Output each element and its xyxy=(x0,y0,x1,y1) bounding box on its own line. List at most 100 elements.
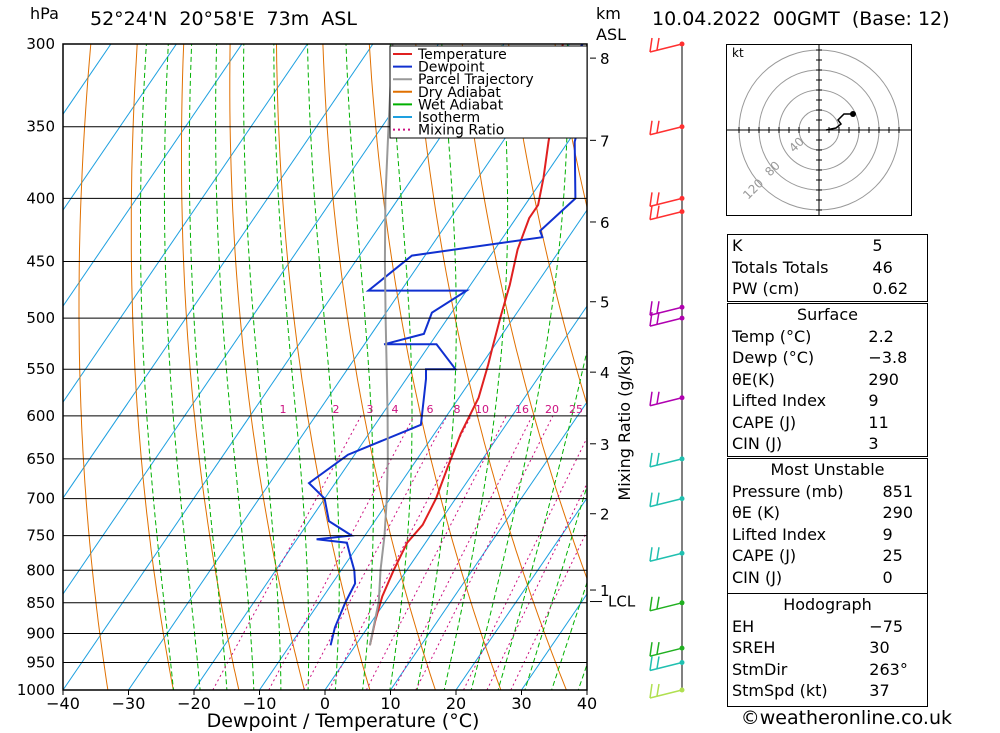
wind-barb-flag xyxy=(649,37,653,53)
x-tick-label: 40 xyxy=(577,694,597,713)
mu-pressure-value: 851 xyxy=(882,481,914,501)
mixing-ratio-line xyxy=(486,482,587,690)
sreh-label: SREH xyxy=(732,638,776,657)
stmdir-value: 263° xyxy=(869,659,908,679)
unit-asl-label: ASL xyxy=(596,25,627,44)
x-tick-label: −10 xyxy=(243,694,277,713)
mu-thetae-label: θE (K) xyxy=(732,503,780,522)
wind-barb-flag xyxy=(656,492,660,505)
wind-barb-flag xyxy=(656,205,660,218)
x-tick-label: 10 xyxy=(380,694,400,713)
wind-barb-flag xyxy=(656,37,660,51)
pressure-tick-label: 500 xyxy=(26,309,55,327)
mixing-ratio-label: 20 xyxy=(545,403,559,416)
isotherm-line xyxy=(635,0,700,716)
isotherm-line xyxy=(63,44,112,116)
temperature-profile xyxy=(368,44,564,646)
mu-li-label: Lifted Index xyxy=(732,524,827,544)
pressure-tick-label: 550 xyxy=(26,360,55,378)
isotherm-line xyxy=(455,497,587,690)
wind-barb-flag xyxy=(649,391,653,406)
surface-title: Surface xyxy=(797,305,858,324)
surface-dewp-value: −3.8 xyxy=(868,348,908,367)
legend-entry: Wet Adiabat xyxy=(418,97,504,113)
mixing-ratio-label: 6 xyxy=(427,403,434,416)
wind-barb-staff xyxy=(649,458,683,468)
wind-barb-flag xyxy=(656,452,660,465)
pressure-tick-label: 650 xyxy=(26,450,55,468)
wind-barb-flag xyxy=(656,656,660,669)
unit-hpa-label: hPa xyxy=(30,4,59,23)
surface-thetae-value: 290 xyxy=(868,369,899,389)
eh-value: −75 xyxy=(869,616,904,636)
hodograph-trace xyxy=(825,113,853,131)
x-tick-label: 30 xyxy=(511,694,531,713)
wind-barb-staff xyxy=(649,306,683,316)
skewt-chart: 3003504004505005506006507007508008509009… xyxy=(17,0,700,732)
location-title: 52°24'N 20°58'E 73m ASL xyxy=(90,8,357,30)
mu-cape-value: 25 xyxy=(882,546,903,565)
pressure-tick-label: 400 xyxy=(26,189,55,207)
wind-barb-staff xyxy=(649,43,683,53)
dry-adiabat-line xyxy=(78,44,109,690)
mixing-ratio-label: 16 xyxy=(515,403,529,416)
wind-barb-staff xyxy=(649,317,683,327)
km-tick-label: 4 xyxy=(600,364,610,382)
surface-li-label: Lifted Index xyxy=(732,391,827,410)
wind-barb-flag xyxy=(656,683,660,697)
wet-adiabat-line xyxy=(551,581,587,690)
wind-barb-flag xyxy=(649,642,653,657)
surface-thetae-label: θE(K) xyxy=(732,369,775,389)
hodograph-params-box: Hodograph EH −75 SREH 30 StmDir 263° StmSpd… xyxy=(727,593,928,707)
wind-barb-staff xyxy=(649,197,683,208)
mixing-ratio-line xyxy=(415,415,554,690)
stmspd-value: 37 xyxy=(869,681,890,700)
wind-barb-staff xyxy=(649,602,683,612)
pressure-tick-label: 850 xyxy=(26,594,55,612)
mixing-ratio-label: 2 xyxy=(333,403,340,416)
datetime-title: 10.04.2022 00GMT (Base: 12) xyxy=(652,8,950,30)
km-tick-label: 6 xyxy=(600,214,610,232)
wind-barb-flag xyxy=(649,120,653,135)
wet-adiabat-line xyxy=(345,44,374,690)
wind-barb-staff xyxy=(649,689,683,699)
wind-barb-flag xyxy=(649,452,653,467)
isotherm-line xyxy=(324,305,587,690)
mu-cin-label: CIN (J) xyxy=(732,567,783,587)
pressure-tick-label: 1000 xyxy=(17,681,55,699)
km-tick-label: 1 xyxy=(600,582,610,600)
k-label: K xyxy=(732,236,743,255)
wind-barb-staff xyxy=(649,210,683,221)
hodo-params-title: Hodograph xyxy=(783,595,872,614)
wind-barb-flag xyxy=(656,596,660,609)
wet-adiabat-line xyxy=(273,44,310,690)
dry-adiabat-line xyxy=(181,44,240,690)
stmdir-label: StmDir xyxy=(732,659,788,679)
mixing-ratio-label: 25 xyxy=(569,403,583,416)
isotherm-line xyxy=(63,44,178,212)
credit-link[interactable]: ©weatheronline.co.uk xyxy=(740,707,952,729)
legend-entry: Isotherm xyxy=(418,110,480,126)
wind-barb-flag xyxy=(656,311,660,325)
surface-dewp-label: Dewp (°C) xyxy=(732,348,815,367)
indices-box: K 5 Totals Totals 46 PW (cm) 0.62 xyxy=(727,234,928,302)
legend-entry: Mixing Ratio xyxy=(418,123,504,139)
pressure-tick-label: 800 xyxy=(26,561,55,579)
legend-entry: Parcel Trajectory xyxy=(418,72,534,88)
most-unstable-title: Most Unstable xyxy=(770,460,885,479)
totals-label: Totals Totals xyxy=(732,257,829,277)
wind-barb-flag xyxy=(649,205,653,220)
mixing-ratio-line xyxy=(365,415,507,690)
mu-thetae-value: 290 xyxy=(882,503,914,522)
wet-adiabat-line xyxy=(524,484,587,690)
legend-entry: Dry Adiabat xyxy=(418,85,501,101)
surface-temp-label: Temp (°C) xyxy=(732,326,812,346)
x-tick-label: −30 xyxy=(112,694,146,713)
dry-adiabat-line xyxy=(508,44,587,406)
unit-km-label: km xyxy=(596,4,621,23)
surface-temp-value: 2.2 xyxy=(868,326,894,346)
pressure-tick-label: 600 xyxy=(26,407,55,425)
isotherm-line xyxy=(63,44,309,403)
eh-label: EH xyxy=(732,616,755,636)
